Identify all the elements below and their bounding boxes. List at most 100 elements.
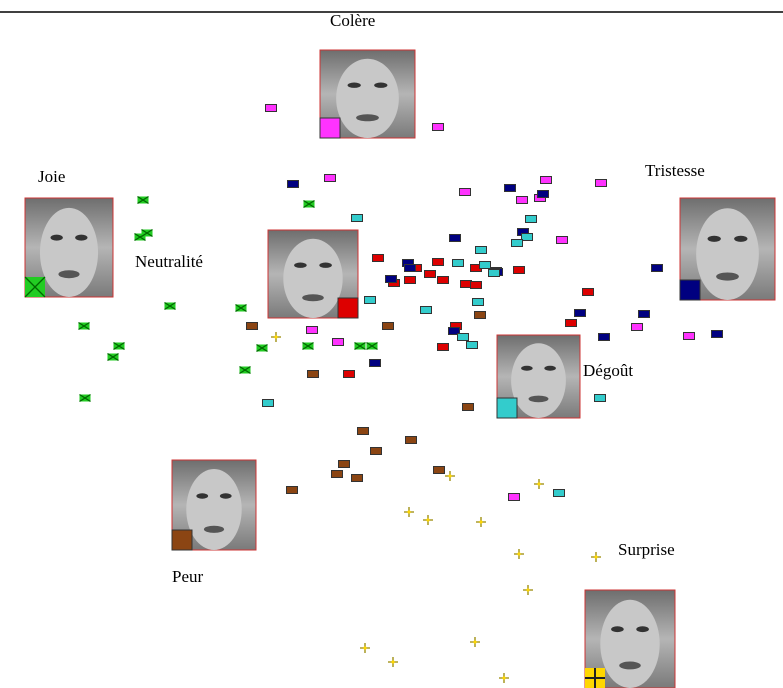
data-point-box xyxy=(537,190,549,198)
data-point xyxy=(307,370,319,378)
data-point xyxy=(271,332,281,342)
data-point-box xyxy=(508,493,520,501)
data-point xyxy=(141,228,153,238)
mouth xyxy=(619,661,641,670)
data-point xyxy=(332,338,344,346)
data-point xyxy=(499,673,509,683)
mouth xyxy=(716,272,739,281)
data-point-box xyxy=(475,246,487,254)
data-point xyxy=(382,322,394,330)
mouth xyxy=(356,114,379,122)
data-point-box xyxy=(553,489,565,497)
data-point xyxy=(711,330,723,338)
face-shape xyxy=(186,469,242,550)
data-point xyxy=(521,233,533,241)
data-point-box xyxy=(516,196,528,204)
data-point-dot xyxy=(502,676,506,680)
data-point xyxy=(514,549,524,559)
data-point xyxy=(460,280,472,288)
data-point xyxy=(462,403,474,411)
data-point-box xyxy=(574,309,586,317)
data-point-cross xyxy=(235,303,247,313)
data-point xyxy=(404,276,416,284)
data-point-box xyxy=(556,236,568,244)
legend-symbol-box xyxy=(319,117,341,139)
data-point xyxy=(79,393,91,403)
eye xyxy=(294,262,307,268)
data-point-box xyxy=(460,280,472,288)
data-point xyxy=(331,470,343,478)
data-point-box xyxy=(385,275,397,283)
data-point-dot xyxy=(426,518,430,522)
legend-label: Tristesse xyxy=(645,161,705,180)
legend-label: Peur xyxy=(172,567,204,586)
eye xyxy=(219,493,232,499)
data-point-box xyxy=(595,179,607,187)
data-point xyxy=(351,474,363,482)
data-point xyxy=(404,264,416,272)
eye xyxy=(734,235,748,242)
data-point-box xyxy=(262,399,274,407)
legend-symbol-plus xyxy=(585,668,605,688)
data-point xyxy=(432,123,444,131)
legend-symbol-box xyxy=(496,397,518,419)
data-point-box xyxy=(452,259,464,267)
data-point-dot xyxy=(537,482,541,486)
data-point-cross xyxy=(303,199,315,209)
data-point-box xyxy=(631,323,643,331)
data-point xyxy=(351,214,363,222)
data-point-dot xyxy=(473,640,477,644)
legend-symbol xyxy=(319,117,341,139)
face-shape xyxy=(283,238,343,318)
data-point-dot xyxy=(526,588,530,592)
data-point xyxy=(594,394,606,402)
legend-symbol-box xyxy=(679,279,701,301)
data-point-box xyxy=(331,470,343,478)
data-point xyxy=(459,188,471,196)
data-point xyxy=(246,322,258,330)
face-shape xyxy=(336,58,399,138)
data-point-box xyxy=(594,394,606,402)
eye xyxy=(707,235,721,242)
data-point xyxy=(239,365,251,375)
data-point xyxy=(457,333,469,341)
data-point-box xyxy=(324,174,336,182)
data-point-cross xyxy=(354,341,366,351)
data-point-dot xyxy=(407,510,411,514)
legend-symbol-box xyxy=(337,297,359,319)
data-point xyxy=(343,370,355,378)
data-point xyxy=(405,436,417,444)
data-point-cross xyxy=(256,343,268,353)
face-thumbnail xyxy=(171,459,257,551)
data-point-box xyxy=(448,327,460,335)
data-point xyxy=(683,332,695,340)
data-point xyxy=(388,657,398,667)
data-point-box xyxy=(540,176,552,184)
data-point-box xyxy=(307,370,319,378)
data-point-box xyxy=(306,326,318,334)
data-point-box xyxy=(332,338,344,346)
legend-label: Neutralité xyxy=(135,252,203,271)
data-point-cross xyxy=(113,341,125,351)
data-point-box xyxy=(525,215,537,223)
data-point xyxy=(574,309,586,317)
data-point-box xyxy=(424,270,436,278)
data-point xyxy=(265,104,277,112)
data-point xyxy=(582,288,594,296)
data-point-box xyxy=(357,427,369,435)
data-point-cross xyxy=(79,393,91,403)
data-point-box xyxy=(432,123,444,131)
data-point-box xyxy=(479,261,491,269)
face-thumbnail xyxy=(267,229,359,319)
data-point xyxy=(508,493,520,501)
data-point-box xyxy=(369,359,381,367)
data-point-box xyxy=(286,486,298,494)
data-point-cross xyxy=(302,341,314,351)
data-point xyxy=(449,234,461,242)
data-point-box xyxy=(404,276,416,284)
eye xyxy=(347,82,361,88)
data-point-box xyxy=(466,341,478,349)
data-point xyxy=(631,323,643,331)
data-point-box xyxy=(470,281,482,289)
data-point-box xyxy=(504,184,516,192)
